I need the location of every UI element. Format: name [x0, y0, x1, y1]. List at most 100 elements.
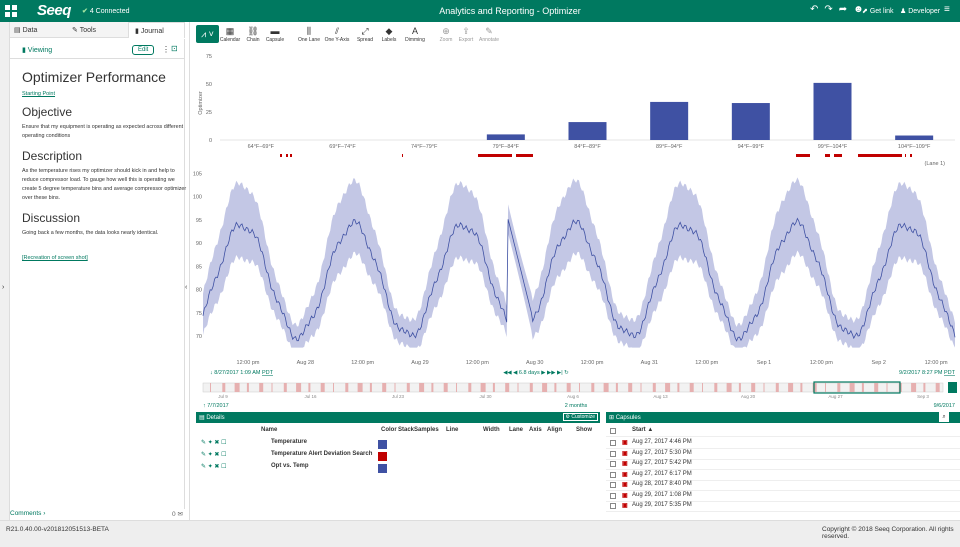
capsule-marker[interactable] — [796, 154, 810, 157]
navigator-capsule — [431, 383, 434, 392]
navigator-selection[interactable] — [813, 381, 901, 394]
capsule-checkbox[interactable] — [610, 503, 616, 509]
capsule-marker[interactable] — [290, 154, 292, 157]
capsule-marker[interactable] — [516, 154, 533, 157]
capsule-checkbox[interactable] — [610, 492, 616, 499]
details-row[interactable]: ✎ ✦ ✖ ☐ Opt vs. Temp — [196, 463, 600, 475]
share-icon[interactable]: ➦ — [838, 4, 848, 15]
toolbar-chain-button[interactable]: ⛓ Chain — [238, 26, 268, 43]
navigator-zoom-icon[interactable] — [948, 382, 957, 393]
starting-point-link[interactable]: Starting Point — [22, 91, 56, 97]
toolbar-capsule-button[interactable]: ▬ Capsule — [260, 26, 290, 43]
undo-icon[interactable]: ↶ — [810, 4, 819, 15]
column-header[interactable]: Color — [381, 427, 397, 433]
column-header[interactable]: Align — [547, 427, 562, 433]
capsule-search-icon[interactable]: ⌕ — [939, 412, 949, 422]
bar[interactable] — [650, 101, 689, 140]
bar[interactable] — [813, 82, 852, 140]
collapse-chevron-icon[interactable]: ‹ — [185, 284, 188, 291]
capsule-marker[interactable] — [905, 154, 906, 157]
recreation-link[interactable]: [Recreation of screen shot] — [22, 255, 88, 261]
capsule-marker[interactable] — [286, 154, 288, 157]
seeq-logo[interactable]: Seeq — [37, 2, 71, 19]
toolbar-spread-button[interactable]: ⤢ Spread — [350, 26, 380, 43]
expand-chevron-icon[interactable]: › — [2, 284, 5, 291]
toolbar-one-lane-button[interactable]: ⫼ One Lane — [294, 26, 324, 43]
capsule-checkbox[interactable] — [610, 450, 616, 457]
row-actions-icon[interactable]: ✎ ✦ ✖ ☐ — [201, 464, 227, 470]
column-header[interactable]: Line — [446, 427, 459, 433]
capsule-checkbox[interactable] — [610, 461, 616, 467]
capsule-checkbox[interactable] — [610, 482, 616, 488]
temperature-line[interactable] — [202, 217, 956, 342]
capsule-row[interactable]: ▣ Aug 27, 2017 5:30 PM — [606, 450, 960, 460]
comments-toggle[interactable]: Comments › — [10, 510, 46, 517]
wrench-icon: ✎ — [72, 27, 78, 34]
select-all-checkbox[interactable] — [610, 428, 616, 434]
color-swatch[interactable] — [378, 464, 387, 473]
toolbar-zoom-button[interactable]: ⊕ Zoom — [431, 26, 461, 43]
toolbar-one-y-axis-button[interactable]: ⫽ One Y-Axis — [322, 26, 352, 43]
row-actions-icon[interactable]: ✎ ✦ ✖ ☐ — [201, 440, 227, 446]
hamburger-menu-icon[interactable]: ≡ — [944, 4, 950, 15]
navigator-capsule — [665, 383, 671, 392]
redo-icon[interactable]: ↷ — [824, 4, 833, 15]
capsule-row[interactable]: ▣ Aug 29, 2017 1:08 PM — [606, 492, 960, 502]
capsule-row[interactable]: ▣ Aug 28, 2017 8:40 PM — [606, 481, 960, 491]
column-header[interactable]: Axis — [529, 427, 542, 433]
capsule-marker[interactable] — [402, 154, 403, 157]
toolbar-annotate-button[interactable]: ✎ Annotate — [474, 26, 504, 43]
bar[interactable] — [731, 103, 770, 140]
edit-button[interactable]: Edit — [132, 45, 155, 55]
customize-button[interactable]: ⚙ Customize — [562, 413, 598, 421]
view-selector-button[interactable]: ⩘ ˅ — [196, 25, 219, 43]
range-end-tz[interactable]: PDT — [944, 370, 956, 376]
row-actions-icon[interactable]: ✎ ✦ ✖ ☐ — [201, 452, 227, 458]
column-header[interactable]: Lane — [509, 427, 524, 433]
left-collapse-strip[interactable]: › — [0, 22, 10, 520]
details-row[interactable]: ✎ ✦ ✖ ☐ Temperature — [196, 439, 600, 451]
toolbar-labels-button[interactable]: ◆ Labels — [374, 26, 404, 43]
capsule-row[interactable]: ▣ Aug 29, 2017 5:35 PM — [606, 502, 960, 512]
users-icon[interactable]: ☻ — [853, 4, 864, 15]
tab-tools[interactable]: ✎ Tools — [72, 26, 96, 34]
toolbar-calendar-button[interactable]: ▦ Calendar — [215, 26, 245, 43]
capsule-checkbox[interactable] — [610, 440, 616, 446]
capsule-marker[interactable] — [825, 154, 830, 157]
tab-journal[interactable]: ▮ Journal — [128, 22, 185, 38]
column-header[interactable]: Stack — [398, 427, 415, 433]
column-header[interactable]: Samples — [414, 427, 439, 433]
navigator-track[interactable] — [202, 382, 944, 393]
bar[interactable] — [895, 135, 934, 140]
user-menu[interactable]: ♟ Developer — [900, 7, 940, 15]
panel-divider[interactable]: ‹ — [185, 22, 190, 520]
chart-area[interactable]: 0 25 50 75 Optimizer 64°F–69°F 69°F–74°F 74°F–7… — [190, 48, 960, 408]
bar[interactable] — [486, 134, 525, 140]
get-link-button[interactable]: ⬈ Get link — [862, 7, 894, 15]
capsule-marker[interactable] — [910, 154, 912, 157]
capsule-start: Aug 28, 2017 8:40 PM — [632, 481, 692, 487]
toolbar-dimming-button[interactable]: A Dimming — [400, 26, 430, 43]
capsule-marker[interactable] — [280, 154, 282, 157]
bar[interactable] — [568, 122, 607, 140]
details-row[interactable]: ✎ ✦ ✖ ☐ Temperature Alert Deviation Searc… — [196, 451, 600, 463]
capsule-row[interactable]: ▣ Aug 27, 2017 5:42 PM — [606, 460, 960, 470]
toolbar-export-button[interactable]: ⇪ Export — [451, 26, 481, 43]
column-header[interactable]: Name — [261, 427, 278, 433]
capsule-marker[interactable] — [834, 154, 842, 157]
column-header[interactable]: Width — [483, 427, 500, 433]
color-swatch[interactable] — [378, 440, 387, 449]
range-start-tz[interactable]: PDT — [262, 370, 274, 376]
capsule-row[interactable]: ▣ Aug 27, 2017 4:46 PM — [606, 439, 960, 449]
expand-journal-icon[interactable]: ⊡ — [171, 44, 178, 53]
color-swatch[interactable] — [378, 452, 387, 461]
more-vertical-icon[interactable]: ⋮ — [162, 45, 170, 54]
capsule-marker[interactable] — [478, 154, 512, 157]
capsule-marker[interactable] — [858, 154, 902, 157]
column-header[interactable]: Show — [576, 427, 592, 433]
capsule-checkbox[interactable] — [610, 471, 616, 478]
start-column-header[interactable]: Start ▲ — [632, 427, 654, 433]
apps-grid-icon[interactable] — [5, 5, 17, 17]
capsule-row[interactable]: ▣ Aug 27, 2017 6:17 PM — [606, 471, 960, 481]
tab-data[interactable]: ▤ Data — [14, 26, 37, 34]
